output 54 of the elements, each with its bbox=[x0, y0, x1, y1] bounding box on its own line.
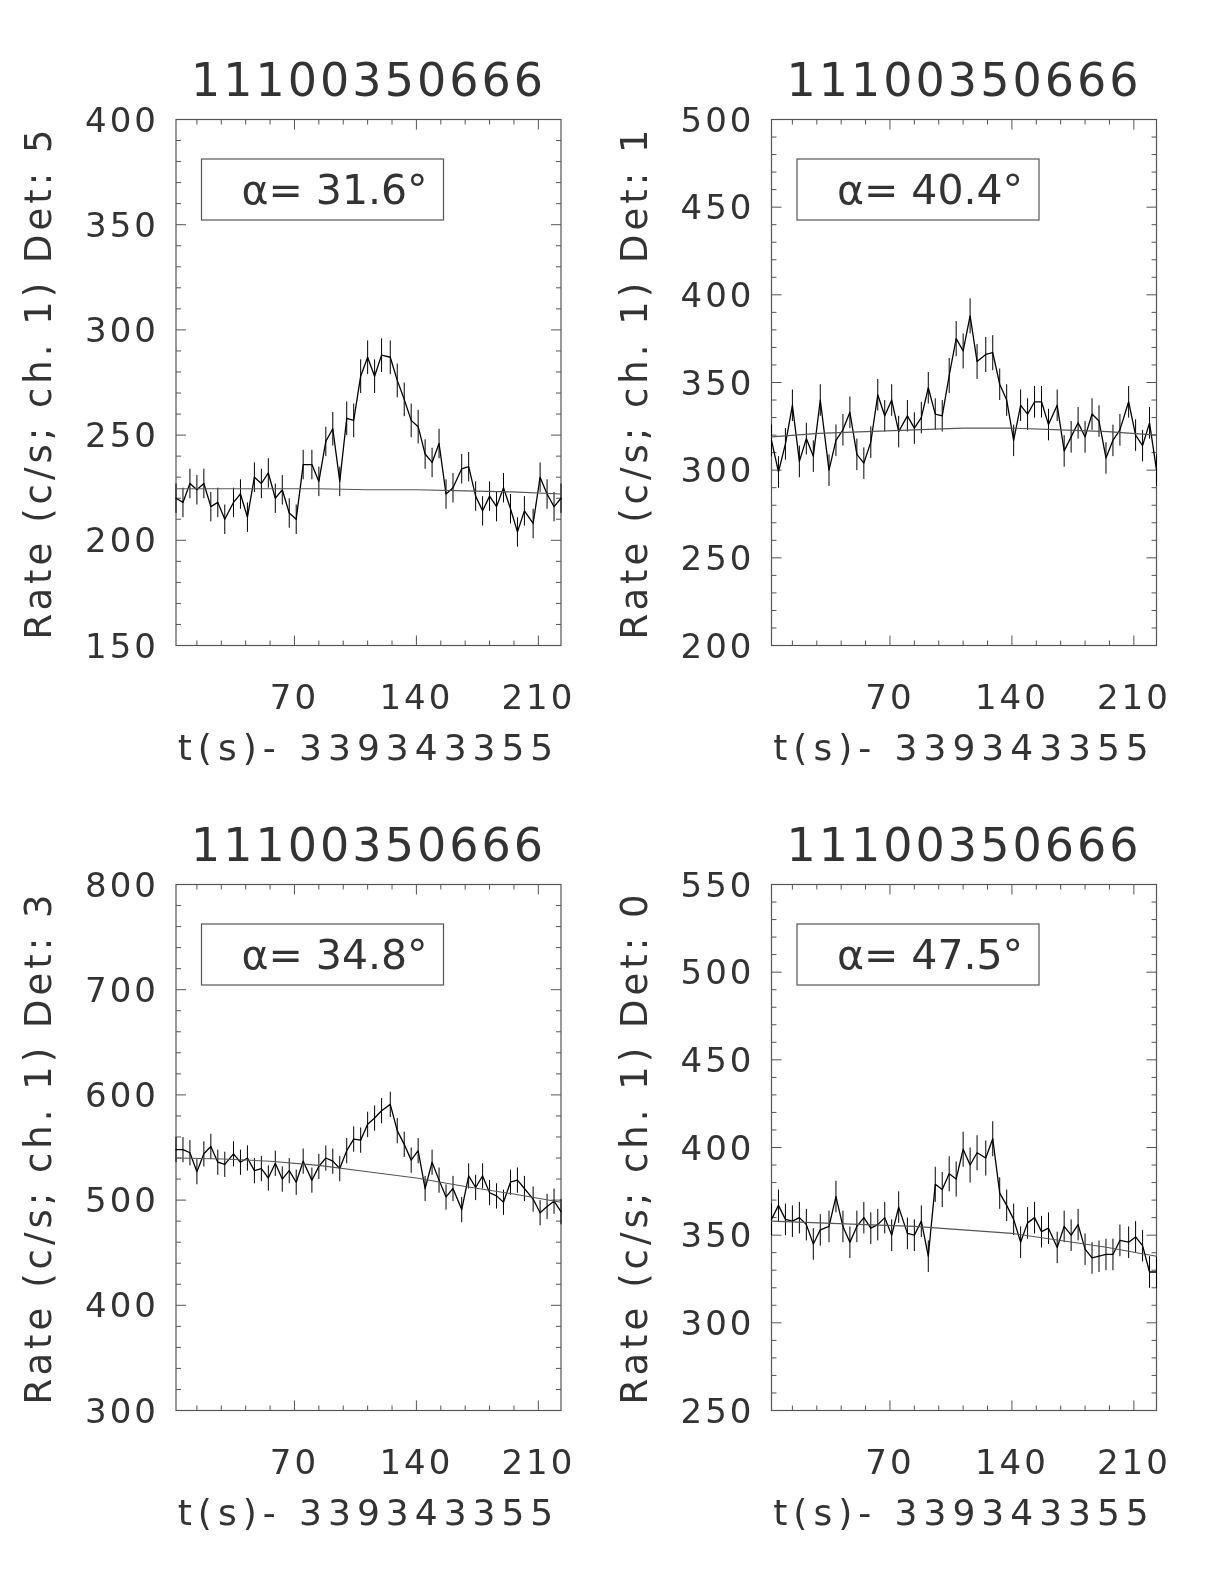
chart-title: 11100350666 bbox=[786, 52, 1142, 107]
x-tick-label: 140 bbox=[974, 1441, 1049, 1482]
x-tick-label: 70 bbox=[865, 676, 915, 717]
x-tick-label: 210 bbox=[1096, 676, 1171, 717]
y-tick-label: 400 bbox=[85, 99, 159, 140]
y-tick-label: 500 bbox=[85, 1180, 159, 1221]
x-tick-label: 140 bbox=[379, 676, 454, 717]
y-tick-label: 450 bbox=[680, 187, 755, 228]
annotation: α= 34.8° bbox=[241, 931, 428, 979]
x-axis-title: t(s)- 339343355 bbox=[177, 726, 560, 768]
x-tick-label: 210 bbox=[1096, 1441, 1171, 1482]
annotation: α= 31.6° bbox=[241, 166, 428, 214]
y-tick-label: 400 bbox=[85, 1285, 159, 1326]
annotation: α= 40.4° bbox=[836, 166, 1024, 214]
annotation: α= 47.5° bbox=[836, 931, 1024, 979]
y-tick-label: 300 bbox=[680, 1302, 755, 1343]
y-axis-title: Rate (c/s; ch. 1) Det: 5 bbox=[16, 125, 60, 640]
y-tick-label: 500 bbox=[680, 99, 755, 140]
y-tick-label: 200 bbox=[680, 625, 755, 666]
x-axis-title: t(s)- 339343355 bbox=[773, 1491, 1155, 1533]
y-tick-label: 450 bbox=[680, 1039, 755, 1080]
y-tick-label: 700 bbox=[85, 969, 159, 1010]
x-axis-title: t(s)- 339343355 bbox=[773, 726, 1155, 768]
y-tick-label: 300 bbox=[680, 450, 755, 491]
y-tick-label: 400 bbox=[680, 1127, 755, 1168]
y-axis-title: Rate (c/s; ch. 1) Det: 3 bbox=[16, 890, 60, 1405]
y-tick-label: 350 bbox=[85, 204, 159, 245]
y-axis-title: Rate (c/s; ch. 1) Det: 1 bbox=[612, 125, 655, 640]
y-tick-label: 150 bbox=[85, 625, 159, 666]
y-tick-label: 400 bbox=[680, 274, 755, 315]
x-tick-label: 70 bbox=[269, 676, 320, 717]
x-tick-label: 210 bbox=[501, 676, 576, 717]
y-tick-label: 250 bbox=[85, 415, 159, 456]
x-axis-title: t(s)- 339343355 bbox=[177, 1491, 560, 1533]
x-tick-label: 210 bbox=[501, 1441, 576, 1482]
x-tick-label: 140 bbox=[379, 1441, 454, 1482]
y-axis-title: Rate (c/s; ch. 1) Det: 0 bbox=[612, 890, 655, 1405]
y-tick-label: 300 bbox=[85, 1390, 159, 1431]
y-tick-label: 300 bbox=[85, 309, 159, 350]
y-tick-label: 200 bbox=[85, 520, 159, 561]
y-tick-label: 350 bbox=[680, 1215, 755, 1256]
x-tick-label: 140 bbox=[974, 676, 1049, 717]
y-tick-label: 500 bbox=[680, 952, 755, 993]
y-tick-label: 550 bbox=[680, 864, 755, 905]
chart-title: 11100350666 bbox=[191, 52, 546, 107]
y-tick-label: 250 bbox=[680, 1390, 755, 1431]
y-tick-label: 250 bbox=[680, 537, 755, 578]
y-tick-label: 600 bbox=[85, 1074, 159, 1115]
y-tick-label: 350 bbox=[680, 362, 755, 403]
x-tick-label: 70 bbox=[865, 1441, 915, 1482]
y-tick-label: 800 bbox=[85, 864, 159, 905]
x-tick-label: 70 bbox=[269, 1441, 320, 1482]
chart-title: 11100350666 bbox=[786, 817, 1142, 872]
chart-title: 11100350666 bbox=[191, 817, 546, 872]
